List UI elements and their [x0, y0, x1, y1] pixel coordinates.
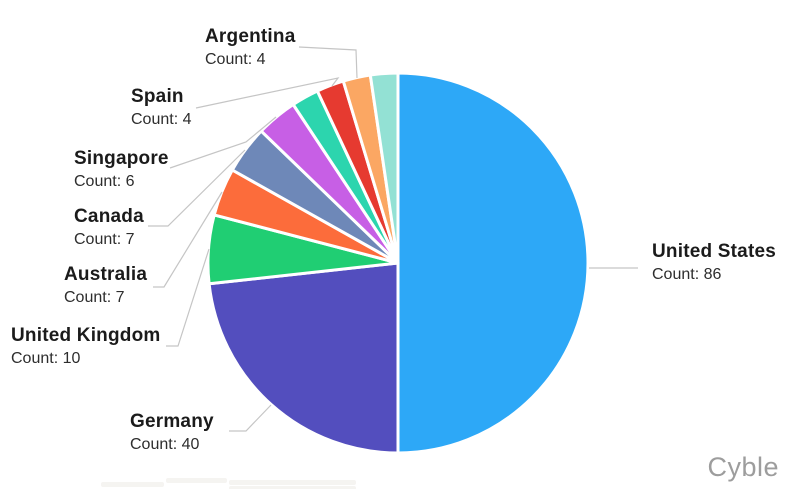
slice-label-argentina: Argentina Count: 4	[205, 26, 295, 69]
pie-slice-united-states[interactable]	[396, 71, 590, 455]
slice-label-count: Count: 6	[74, 173, 135, 190]
slice-label-germany: Germany Count: 40	[130, 411, 214, 454]
slice-label-name: Australia	[64, 264, 148, 285]
cropped-bottom-artifact	[166, 478, 227, 483]
slice-label-name: Argentina	[205, 26, 296, 47]
slice-label-name: United Kingdom	[11, 325, 161, 346]
slice-label-count: Count: 4	[205, 51, 266, 68]
leader-line-australia	[153, 191, 223, 288]
slice-label-singapore: Singapore Count: 6	[74, 148, 169, 191]
cropped-bottom-artifact	[101, 482, 164, 487]
slice-label-name: United States	[652, 241, 777, 262]
slice-label-count: Count: 86	[652, 266, 722, 283]
leader-line-spain	[195, 77, 340, 109]
cropped-bottom-artifact	[229, 486, 356, 489]
leader-line-singapore	[169, 116, 277, 169]
slice-label-australia: Australia Count: 7	[64, 264, 147, 307]
pie-slice-germany[interactable]	[207, 261, 400, 455]
leader-line-argentina	[298, 46, 358, 79]
cyble-watermark: Cyble	[707, 452, 779, 482]
leader-line-united-kingdom	[166, 248, 210, 347]
slice-label-canada: Canada Count: 7	[74, 206, 144, 249]
leader-line-canada	[148, 149, 246, 227]
slice-label-united-states: United States Count: 86	[652, 241, 776, 284]
slice-label-name: Germany	[130, 411, 214, 432]
slice-label-count: Count: 4	[131, 111, 192, 128]
slice-label-name: Canada	[74, 206, 144, 227]
slice-label-united-kingdom: United Kingdom Count: 10	[11, 325, 161, 368]
slice-label-count: Count: 7	[64, 289, 125, 306]
slice-label-name: Singapore	[74, 148, 169, 169]
slice-label-spain: Spain Count: 4	[131, 86, 191, 129]
slice-label-count: Count: 7	[74, 231, 135, 248]
slice-label-count: Count: 40	[130, 436, 200, 453]
pie-slice-unlabeled-9[interactable]	[368, 71, 400, 265]
slice-label-name: Spain	[131, 86, 184, 107]
leader-line-germany	[229, 404, 272, 432]
slice-label-count: Count: 10	[11, 350, 81, 367]
cropped-bottom-artifact	[229, 480, 356, 485]
